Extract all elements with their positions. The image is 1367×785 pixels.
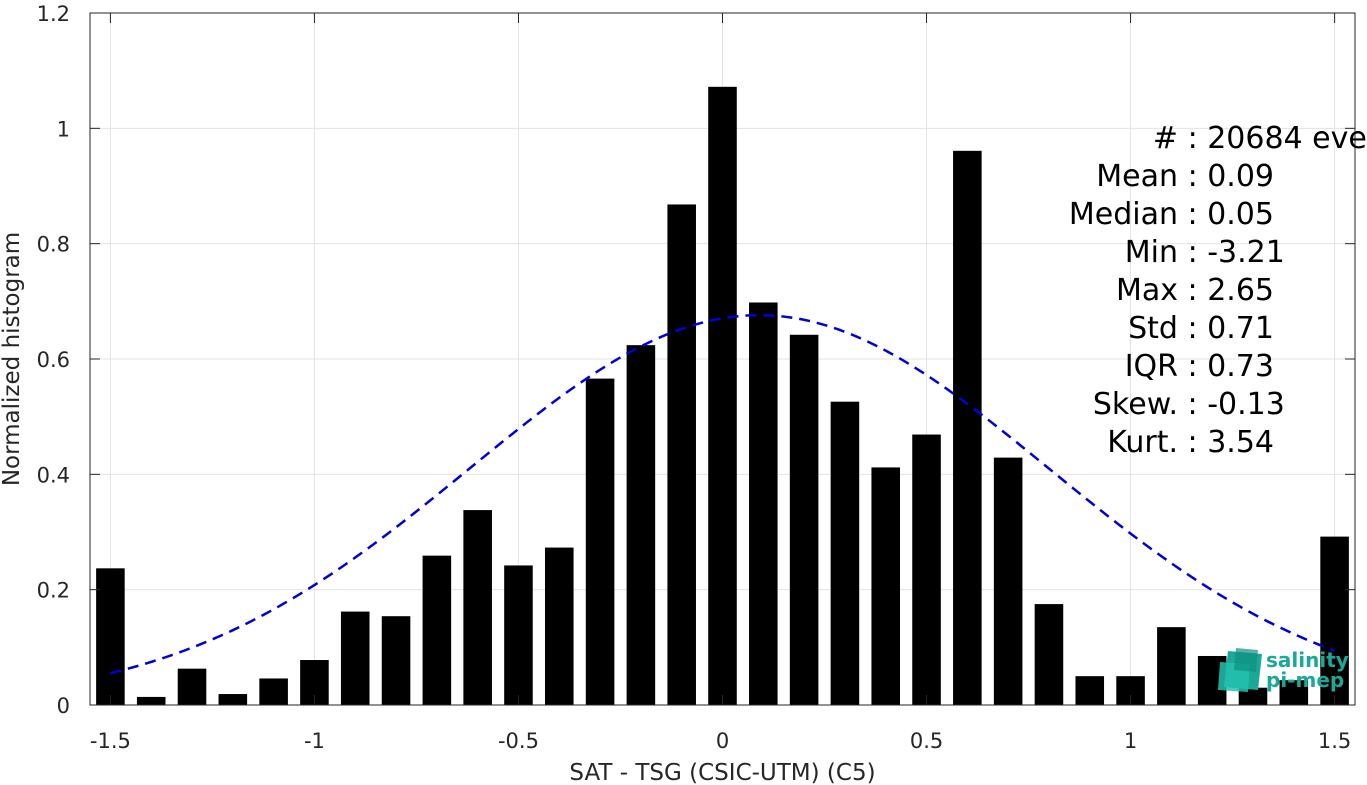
stat-line: Std : 0.71: [1128, 311, 1274, 346]
y-tick-label: 0.4: [37, 463, 70, 487]
logo-text-pimep: pi-mep: [1266, 668, 1344, 692]
y-tick-label: 0.8: [37, 233, 70, 257]
stat-line: IQR : 0.73: [1125, 349, 1274, 384]
histogram-bar: [626, 345, 656, 705]
x-tick-label: 1: [1124, 729, 1137, 753]
stat-line: Min : -3.21: [1125, 235, 1285, 270]
histogram-bar: [789, 334, 819, 705]
x-tick-label: -0.5: [498, 729, 539, 753]
histogram-bar: [96, 568, 125, 705]
histogram-bar: [381, 616, 411, 705]
salinity-pimep-logo: salinity pi-mep: [1218, 648, 1349, 692]
histogram-bar: [1157, 627, 1186, 705]
histogram-bar: [463, 510, 492, 705]
logo-text-salinity: salinity: [1266, 648, 1349, 672]
y-tick-label: 0: [57, 694, 70, 718]
histogram-bar: [544, 547, 574, 705]
histogram-bar: [340, 611, 370, 705]
histogram-bar: [871, 467, 901, 705]
x-tick-label: -1: [304, 729, 325, 753]
wave-logo-icon: [1218, 648, 1262, 692]
x-tick-label: 0.5: [910, 729, 943, 753]
histogram-bar: [259, 678, 288, 705]
histogram-bar: [1075, 676, 1105, 705]
histogram-bar: [912, 434, 941, 705]
y-tick-label: 0.2: [37, 579, 70, 603]
stat-line: # : 20684 events: [1153, 121, 1367, 156]
y-tick-label: 0.6: [37, 348, 70, 372]
histogram-bar: [708, 86, 737, 705]
histogram-bar: [177, 668, 207, 705]
x-axis-label: SAT - TSG (CSIC-UTM) (C5): [569, 760, 875, 785]
stat-line: Max : 2.65: [1116, 273, 1274, 308]
histogram-bar: [1034, 604, 1064, 705]
axis-ticks: -1.5 -1 -0.5 0 0.5 1 1.5 0 0.2 0.4 0.6 0.8 1 1.2: [37, 2, 1355, 753]
histogram-bar: [667, 204, 696, 705]
histogram-bar: [1238, 687, 1268, 705]
histogram-bar: [953, 150, 982, 705]
histogram-bar: [1320, 536, 1349, 705]
histogram-bar: [218, 694, 248, 705]
stat-line: Median : 0.05: [1069, 197, 1274, 232]
stat-line: Mean : 0.09: [1096, 159, 1274, 194]
stat-line: Skew. : -0.13: [1093, 387, 1285, 422]
x-tick-label: -1.5: [90, 729, 131, 753]
histogram-bar: [136, 696, 166, 705]
histogram-bar: [830, 401, 860, 705]
x-tick-label: 1.5: [1318, 729, 1351, 753]
histogram-bar: [993, 457, 1023, 705]
y-axis-label: Normalized histogram: [0, 232, 25, 486]
histogram-bar: [422, 555, 452, 705]
stat-line: Kurt. : 3.54: [1107, 425, 1274, 460]
y-tick-label: 1: [57, 117, 70, 141]
histogram-bar: [504, 565, 533, 705]
histogram-bar: [585, 378, 615, 705]
normal-fit-curve: [110, 313, 1336, 675]
histogram-bar: [1279, 680, 1309, 705]
histogram-bar: [749, 302, 778, 705]
y-tick-label: 1.2: [37, 2, 70, 26]
x-tick-label: 0: [716, 729, 729, 753]
histogram-bars: [96, 86, 1349, 705]
